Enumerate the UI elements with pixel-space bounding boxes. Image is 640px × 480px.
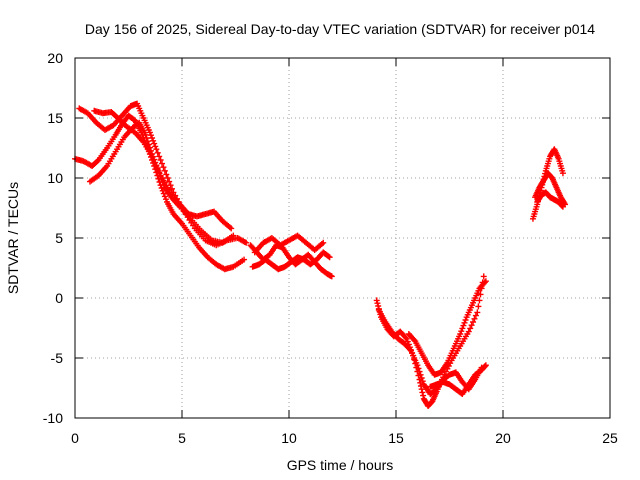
data-point bbox=[474, 309, 481, 316]
data-point bbox=[482, 363, 489, 369]
data-point bbox=[415, 365, 422, 372]
data-point bbox=[169, 185, 176, 192]
data-point bbox=[153, 163, 160, 169]
data-point bbox=[243, 239, 250, 246]
data-point bbox=[163, 171, 170, 178]
data-point bbox=[146, 129, 153, 136]
data-point bbox=[374, 300, 381, 307]
data-point bbox=[476, 297, 483, 304]
data-point bbox=[414, 362, 421, 369]
data-point bbox=[403, 335, 410, 342]
data-point bbox=[156, 153, 163, 160]
data-point bbox=[162, 196, 169, 203]
data-point bbox=[419, 378, 426, 385]
data-point bbox=[460, 322, 467, 329]
data-point bbox=[142, 131, 149, 138]
data-point bbox=[149, 135, 156, 141]
x-tick-label: 15 bbox=[388, 430, 404, 446]
data-point bbox=[559, 203, 566, 209]
x-tick-label: 10 bbox=[281, 430, 297, 446]
data-point bbox=[164, 175, 171, 181]
data-point bbox=[161, 167, 168, 174]
data-point bbox=[150, 137, 157, 144]
data-point bbox=[417, 371, 424, 378]
x-axis-label: GPS time / hours bbox=[287, 457, 394, 473]
x-tick-label: 5 bbox=[178, 430, 186, 446]
data-point bbox=[420, 392, 427, 399]
data-point bbox=[157, 157, 164, 163]
data-point bbox=[166, 178, 173, 185]
data-point bbox=[373, 297, 380, 304]
y-tick-label: 5 bbox=[55, 230, 63, 246]
data-points bbox=[72, 100, 569, 409]
data-point bbox=[467, 325, 474, 332]
data-point bbox=[419, 389, 426, 396]
data-point bbox=[418, 386, 425, 393]
data-point bbox=[147, 132, 154, 139]
data-point bbox=[457, 331, 464, 337]
x-tick-label: 20 bbox=[495, 430, 511, 446]
data-point bbox=[475, 303, 482, 310]
data-point bbox=[559, 170, 566, 177]
data-point bbox=[411, 337, 418, 343]
data-point bbox=[416, 368, 423, 375]
data-point bbox=[402, 334, 409, 341]
data-point bbox=[154, 166, 161, 173]
data-point bbox=[160, 190, 167, 197]
data-point bbox=[482, 362, 489, 369]
data-point bbox=[328, 273, 335, 280]
data-point bbox=[559, 203, 566, 210]
data-point bbox=[143, 135, 150, 141]
data-point bbox=[406, 346, 413, 353]
data-point bbox=[230, 232, 237, 239]
data-point bbox=[161, 193, 168, 200]
data-point bbox=[481, 279, 488, 286]
data-point bbox=[241, 256, 248, 263]
data-point bbox=[375, 303, 382, 309]
data-point bbox=[471, 315, 478, 322]
data-point bbox=[472, 312, 479, 319]
data-point bbox=[159, 160, 166, 167]
data-point bbox=[152, 143, 159, 150]
data-point bbox=[149, 153, 156, 160]
y-tick-label: 0 bbox=[55, 290, 63, 306]
y-tick-label: -10 bbox=[43, 410, 63, 426]
data-point bbox=[461, 319, 468, 326]
data-point bbox=[151, 159, 158, 166]
data-point bbox=[151, 140, 158, 147]
x-axis-ticks: 0 5 10 15 20 25 bbox=[71, 58, 618, 446]
data-point bbox=[470, 319, 477, 325]
x-tick-label: 25 bbox=[602, 430, 618, 446]
data-point bbox=[150, 156, 157, 163]
data-point bbox=[480, 273, 487, 280]
data-point bbox=[418, 375, 425, 381]
y-tick-label: 15 bbox=[47, 110, 63, 126]
y-tick-label: 20 bbox=[47, 50, 63, 66]
data-point bbox=[228, 225, 235, 232]
data-point bbox=[144, 138, 151, 145]
data-point bbox=[462, 317, 469, 323]
grid-lines bbox=[75, 58, 610, 418]
data-point bbox=[404, 338, 411, 345]
data-point bbox=[160, 164, 167, 171]
y-tick-label: -5 bbox=[51, 350, 64, 366]
data-point bbox=[458, 328, 465, 335]
data-point bbox=[468, 322, 475, 329]
y-tick-label: 10 bbox=[47, 170, 63, 186]
data-point bbox=[153, 146, 160, 153]
data-point bbox=[156, 169, 163, 176]
data-point bbox=[325, 253, 332, 260]
x-tick-label: 0 bbox=[71, 430, 79, 446]
data-point bbox=[154, 149, 161, 156]
data-point bbox=[326, 254, 333, 261]
y-axis-ticks: -10 -5 0 5 10 15 20 bbox=[43, 50, 610, 426]
data-point bbox=[482, 278, 489, 285]
data-point bbox=[320, 239, 327, 246]
data-point bbox=[459, 325, 466, 332]
chart-title: Day 156 of 2025, Sidereal Day-to-day VTE… bbox=[85, 21, 595, 37]
data-point bbox=[465, 328, 472, 335]
y-axis-label: SDTVAR / TECUs bbox=[5, 182, 21, 294]
data-point bbox=[477, 291, 484, 298]
